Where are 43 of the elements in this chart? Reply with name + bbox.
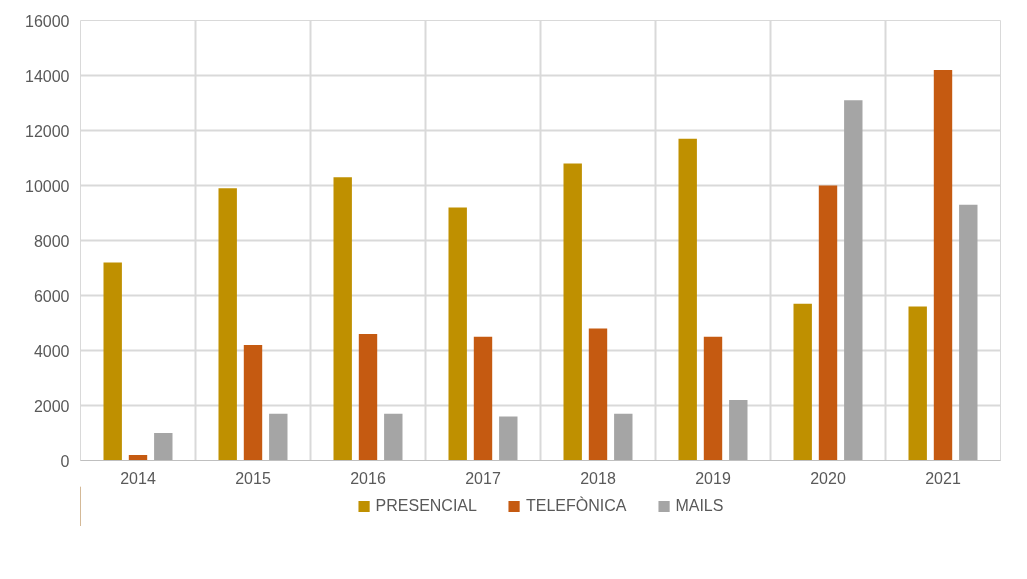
legend-label: PRESENCIAL — [375, 497, 477, 515]
x-tick-label: 2017 — [465, 469, 501, 487]
y-tick-label: 0 — [60, 452, 70, 470]
y-tick-label: 10000 — [25, 177, 70, 195]
bar — [793, 303, 812, 461]
bar — [588, 328, 608, 461]
bar — [473, 336, 493, 461]
bar — [333, 177, 352, 461]
x-tick-label: 2015 — [235, 469, 271, 487]
bar — [499, 416, 518, 461]
x-tick-label: 2019 — [695, 469, 731, 487]
bar — [563, 163, 582, 461]
bar — [448, 207, 467, 461]
bar — [384, 413, 403, 461]
y-tick-label: 14000 — [25, 67, 70, 85]
bar — [703, 336, 723, 461]
y-tick-label: 16000 — [25, 12, 70, 30]
bar — [269, 413, 288, 461]
y-tick-label: 8000 — [33, 232, 70, 250]
bar — [218, 188, 237, 461]
x-tick-label: 2014 — [120, 469, 156, 487]
bar — [678, 138, 697, 461]
bar — [358, 334, 378, 461]
legend-label: MAILS — [675, 497, 724, 515]
bar — [103, 262, 122, 461]
y-tick-label: 2000 — [33, 397, 70, 415]
legend-label: TELEFÒNICA — [525, 497, 627, 515]
bar — [243, 345, 263, 461]
bar — [729, 400, 748, 461]
x-tick-label: 2018 — [580, 469, 616, 487]
bar — [614, 413, 633, 461]
x-tick-label: 2021 — [925, 469, 961, 487]
x-tick-label: 2020 — [810, 469, 846, 487]
bar — [844, 100, 863, 461]
bar — [818, 185, 838, 461]
bar — [154, 433, 173, 461]
bar — [959, 204, 978, 461]
x-tick-label: 2016 — [350, 469, 386, 487]
y-tick-label: 4000 — [33, 342, 70, 360]
bar — [933, 70, 953, 461]
y-tick-label: 12000 — [25, 122, 70, 140]
bar — [908, 306, 927, 461]
y-tick-label: 6000 — [33, 287, 70, 305]
